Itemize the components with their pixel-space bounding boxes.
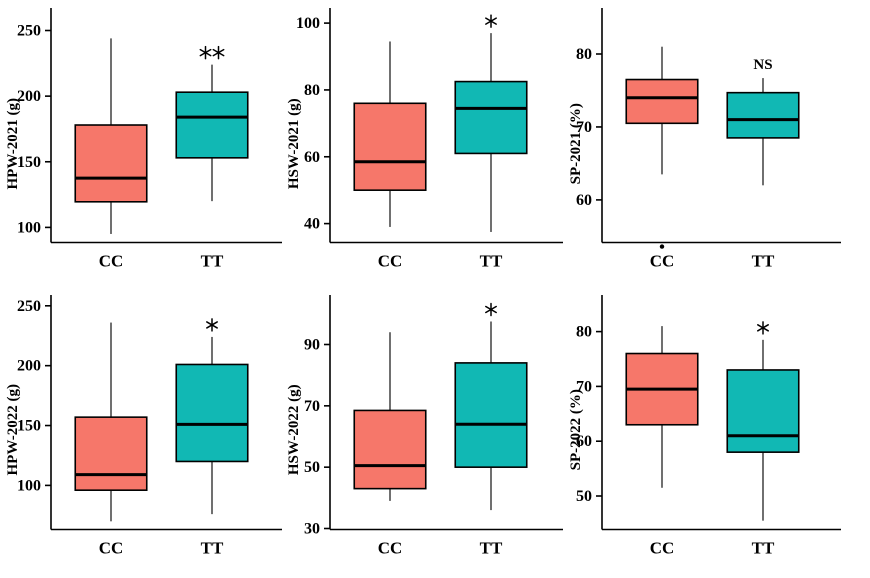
svg-text:70: 70 <box>304 397 320 414</box>
svg-text:CC: CC <box>650 538 675 557</box>
svg-text:CC: CC <box>99 538 124 557</box>
svg-text:TT: TT <box>480 538 503 557</box>
svg-text:NS: NS <box>753 57 772 73</box>
svg-text:60: 60 <box>304 149 320 166</box>
svg-text:30: 30 <box>304 520 320 537</box>
svg-text:CC: CC <box>378 538 403 557</box>
svg-text:TT: TT <box>201 538 224 557</box>
svg-text:TT: TT <box>752 538 775 557</box>
svg-text:40: 40 <box>304 216 320 233</box>
svg-text:CC: CC <box>378 252 403 271</box>
svg-text:90: 90 <box>304 336 320 353</box>
svg-text:TT: TT <box>752 252 775 271</box>
svg-text:CC: CC <box>99 252 124 271</box>
svg-text:TT: TT <box>201 252 224 271</box>
svg-text:50: 50 <box>304 459 320 476</box>
svg-text:CC: CC <box>650 252 675 271</box>
svg-text:80: 80 <box>304 82 320 99</box>
svg-text:TT: TT <box>480 252 503 271</box>
